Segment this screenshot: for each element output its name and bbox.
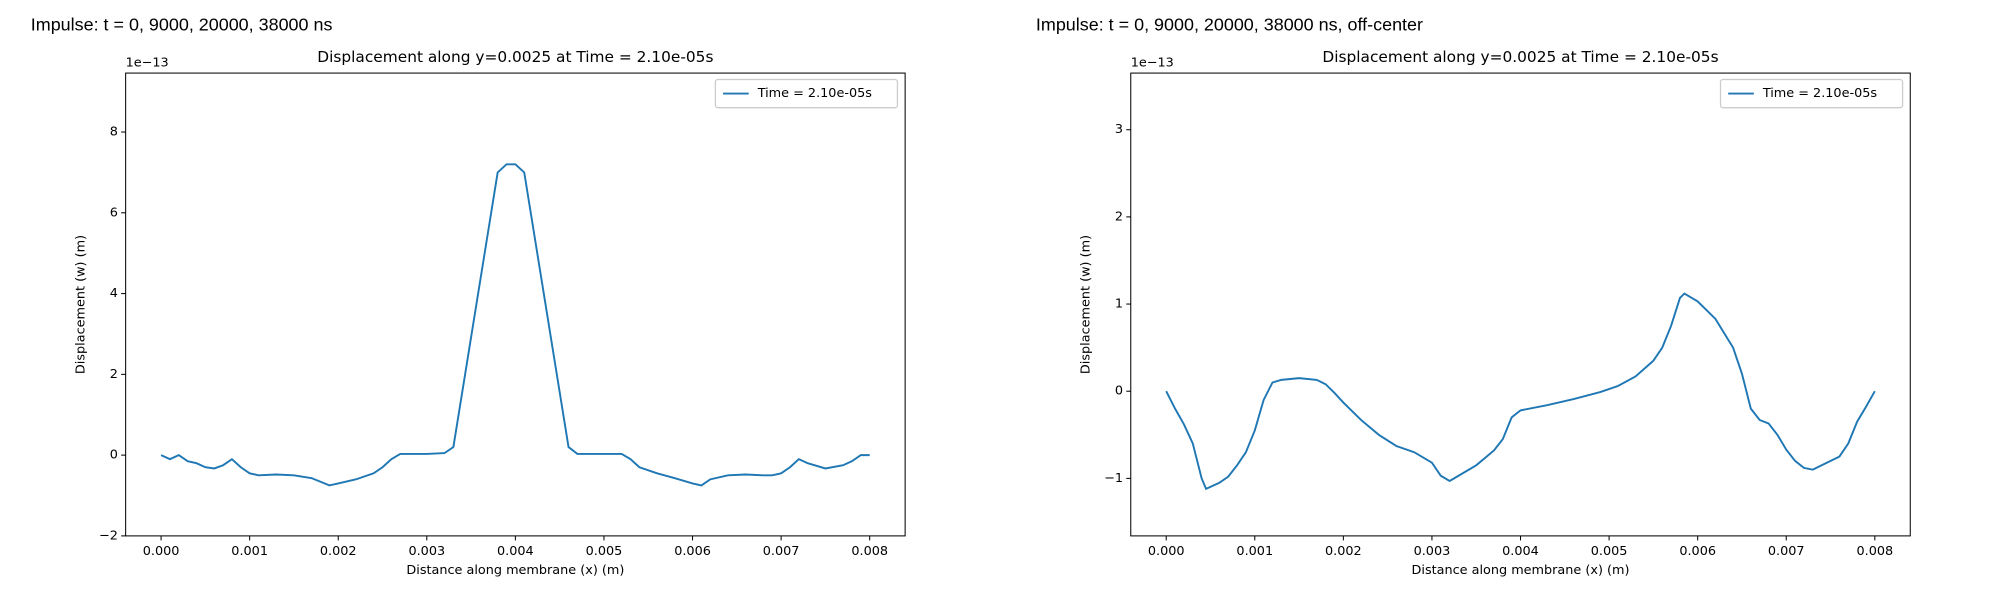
plot-frame xyxy=(125,72,906,537)
plot-frame xyxy=(1130,72,1911,537)
y-tick-label: 8 xyxy=(110,125,118,140)
x-tick-label: 0.007 xyxy=(763,544,800,559)
x-tick-label: 0.001 xyxy=(1236,544,1273,559)
x-tick-label: 0.005 xyxy=(586,544,623,559)
y-tick-label: −2 xyxy=(99,528,118,543)
x-tick-label: 0.002 xyxy=(1325,544,1362,559)
x-tick-label: 0.008 xyxy=(1856,544,1893,559)
x-tick-label: 0.003 xyxy=(408,544,445,559)
x-tick-label: 0.006 xyxy=(674,544,711,559)
x-tick-label: 0.004 xyxy=(1502,544,1539,559)
x-tick-label: 0.003 xyxy=(1414,544,1451,559)
legend-box xyxy=(1719,78,1904,109)
y-axis-label: Displacement (w) (m) xyxy=(73,235,88,374)
x-tick-label: 0.000 xyxy=(143,544,180,559)
legend-box xyxy=(714,78,899,109)
y-tick-label: 2 xyxy=(1115,209,1123,224)
x-tick-label: 0.006 xyxy=(1679,544,1716,559)
legend-label: Time = 2.10e-05s xyxy=(1762,86,1878,101)
x-tick-label: 0.008 xyxy=(851,544,888,559)
y-tick-label: 2 xyxy=(110,367,118,382)
x-tick-label: 0.000 xyxy=(1148,544,1185,559)
y-tick-label: 1 xyxy=(1115,297,1123,312)
x-tick-label: 0.001 xyxy=(231,544,268,559)
data-line xyxy=(1165,292,1876,491)
x-tick-label: 0.004 xyxy=(497,544,534,559)
offset-text: 1e−13 xyxy=(1131,55,1174,70)
y-tick-label: 0 xyxy=(1115,384,1123,399)
legend-label: Time = 2.10e-05s xyxy=(757,86,873,101)
chart-title: Displacement along y=0.0025 at Time = 2.… xyxy=(317,48,713,66)
x-tick-label: 0.007 xyxy=(1768,544,1805,559)
chart-title: Displacement along y=0.0025 at Time = 2.… xyxy=(1322,48,1718,66)
y-tick-label: 4 xyxy=(110,286,118,301)
data-line xyxy=(160,163,870,487)
offset-text: 1e−13 xyxy=(126,55,169,70)
x-axis-label: Distance along membrane (x) (m) xyxy=(406,563,624,578)
x-axis-label: Distance along membrane (x) (m) xyxy=(1412,563,1630,578)
y-tick-label: 6 xyxy=(110,205,118,220)
heading: Impulse: t = 0, 9000, 20000, 38000 ns xyxy=(31,14,333,34)
heading: Impulse: t = 0, 9000, 20000, 38000 ns, o… xyxy=(1036,14,1423,34)
y-tick-label: 0 xyxy=(110,448,118,463)
y-tick-label: 3 xyxy=(1115,122,1123,137)
x-tick-label: 0.005 xyxy=(1591,544,1628,559)
x-tick-label: 0.002 xyxy=(320,544,357,559)
y-tick-label: −1 xyxy=(1104,471,1123,486)
y-axis-label: Displacement (w) (m) xyxy=(1078,235,1093,374)
